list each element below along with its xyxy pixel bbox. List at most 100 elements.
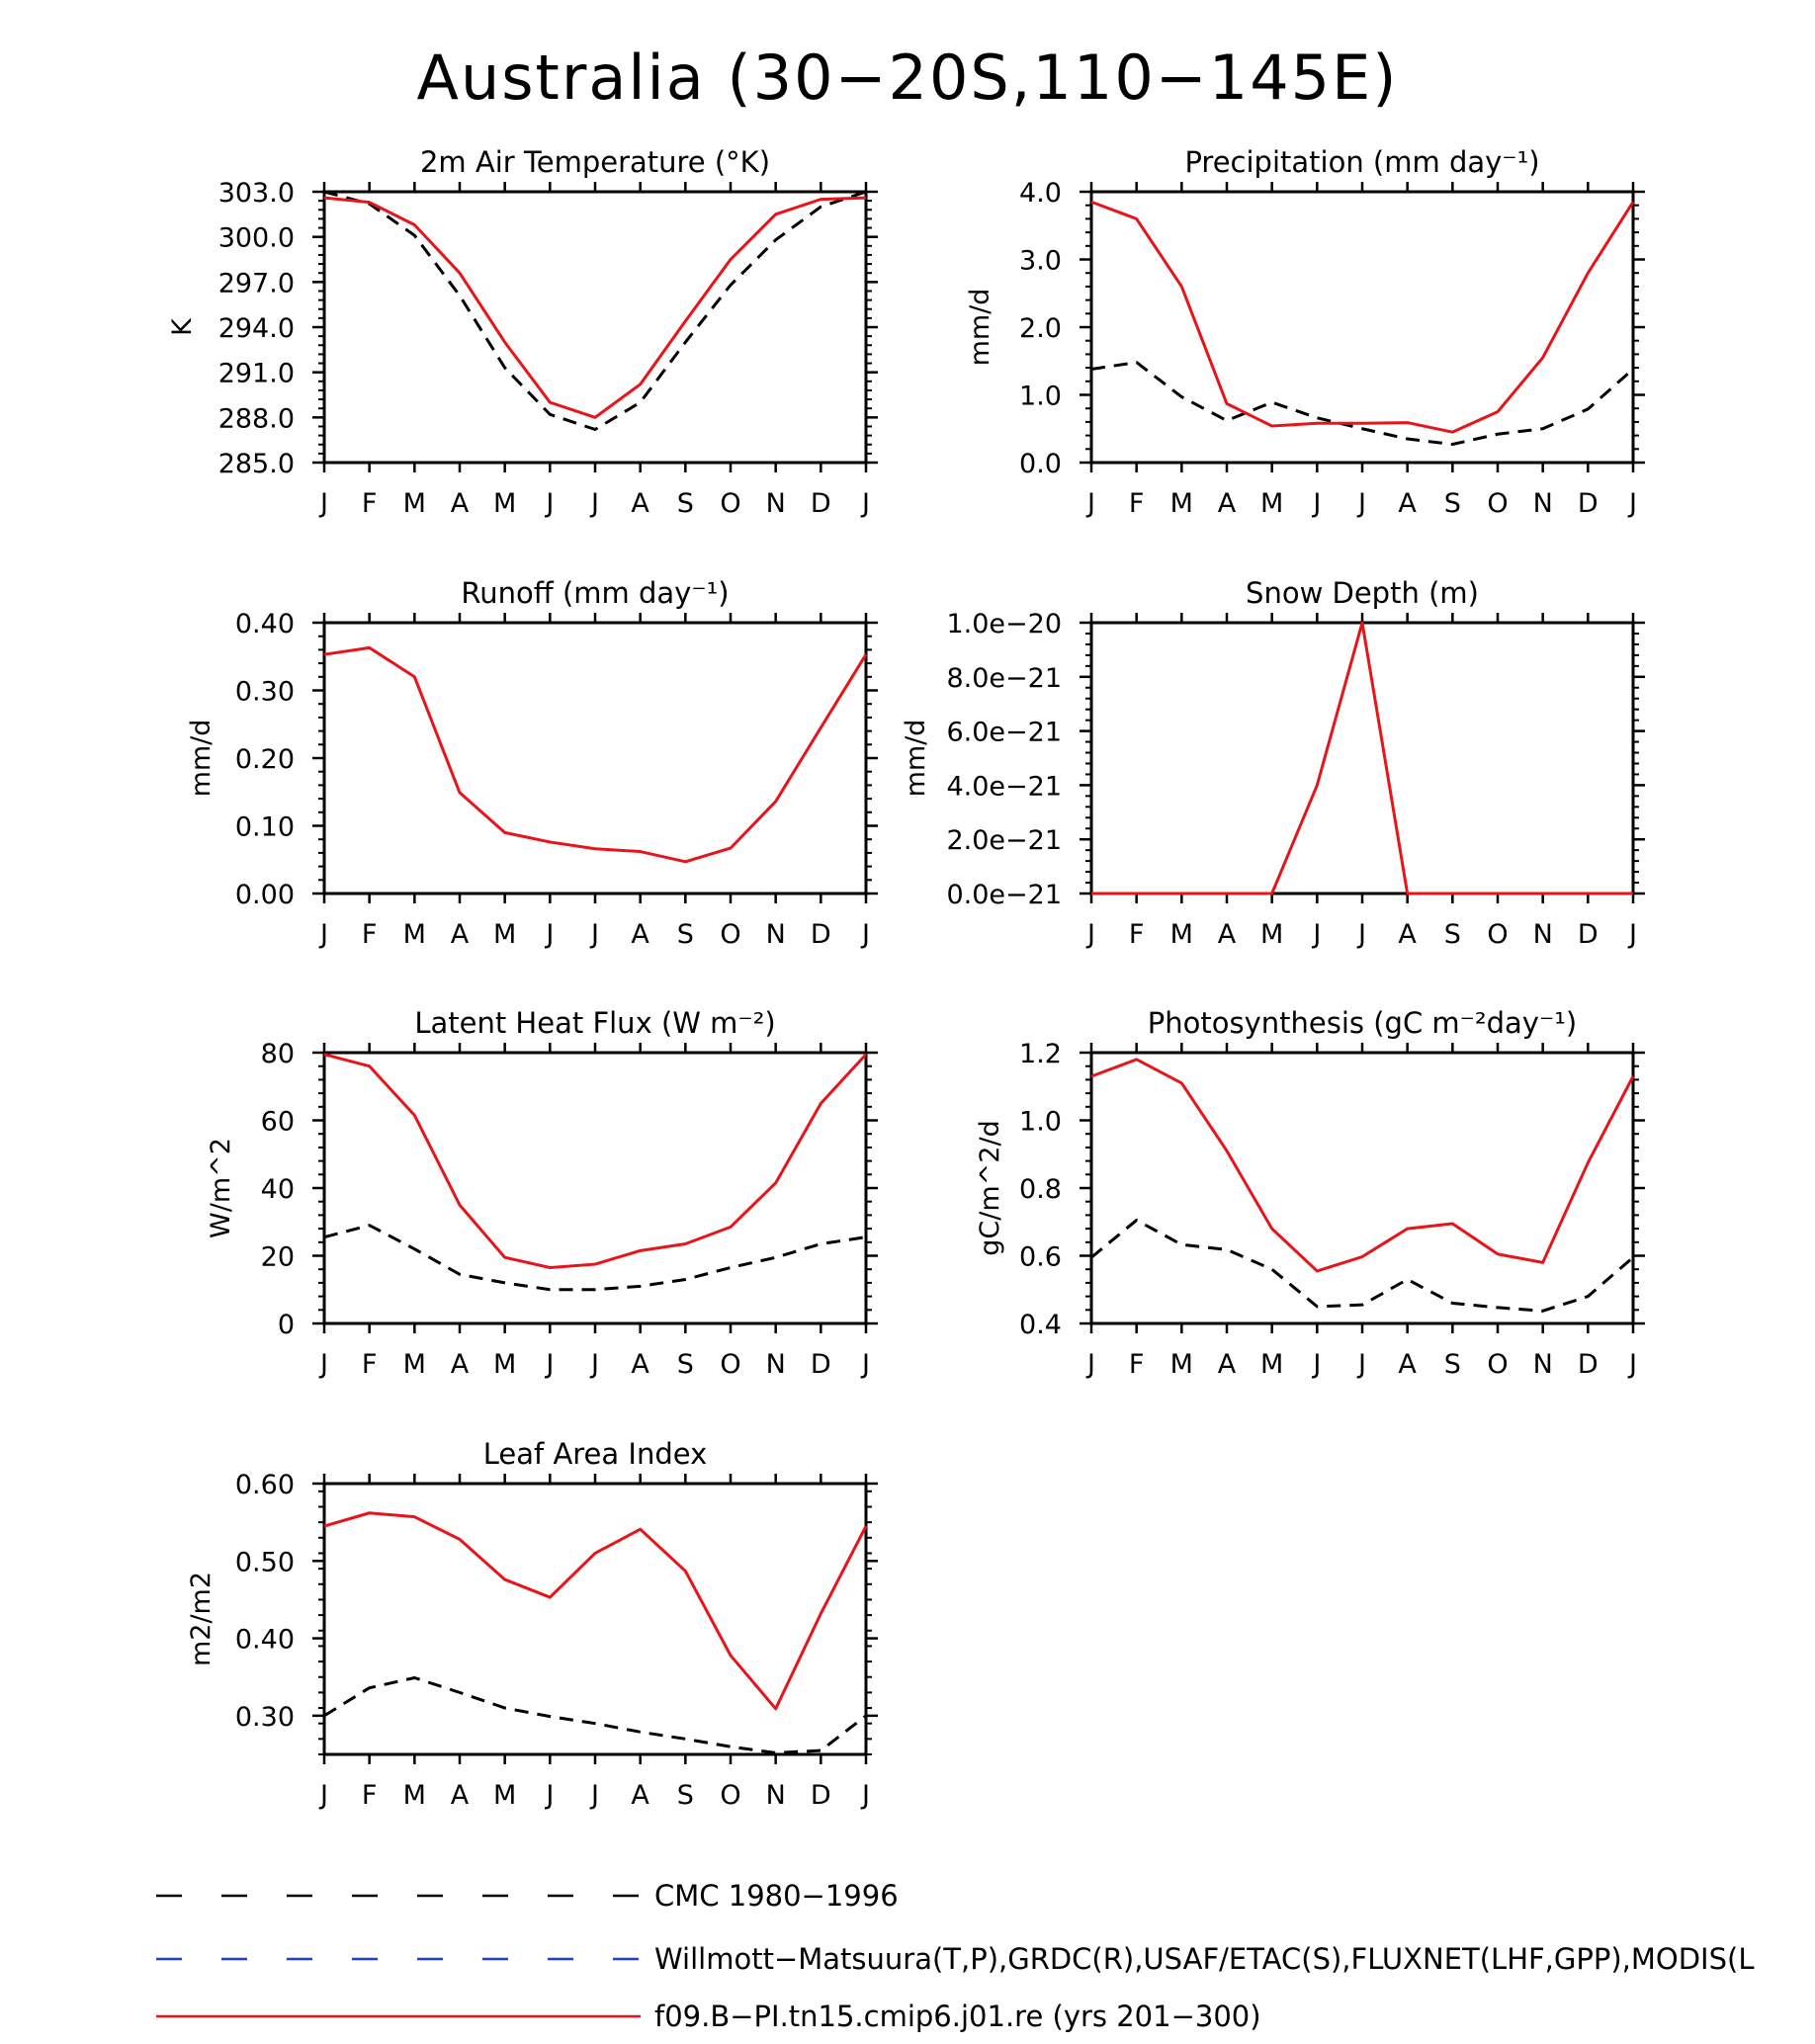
- y-tick-label: 300.0: [218, 223, 295, 254]
- x-tick-label: S: [677, 919, 694, 950]
- y-axis-label: m2/m2: [186, 1572, 216, 1666]
- y-axis-label: W/m^2: [206, 1138, 236, 1238]
- x-tick-label: J: [318, 1349, 328, 1380]
- x-tick-label: J: [318, 1780, 328, 1811]
- x-tick-label: O: [720, 1349, 740, 1380]
- chart-panel-5: J F M A M J J A S O N D J0.40.60.81.01.2Photosynthes…: [975, 1006, 1645, 1380]
- x-tick-label: S: [677, 1780, 694, 1811]
- y-tick-label: 0.0: [1019, 449, 1062, 479]
- y-tick-label: 1.0e−20: [946, 609, 1062, 639]
- x-tick-label: D: [811, 919, 831, 950]
- chart-panel-2: J F M A M J J A S O N D J0.000.100.200.300.40Runoff …: [186, 576, 878, 950]
- x-tick-label: F: [362, 919, 378, 950]
- x-tick-label: D: [1578, 1349, 1599, 1380]
- legend-label-obs2: Willmott−Matsuura(T,P),GRDC(R),USAF/ETAC…: [654, 1942, 1755, 1976]
- y-tick-label: 80: [261, 1039, 295, 1069]
- x-tick-label: M: [1260, 919, 1283, 950]
- x-tick-label: O: [720, 488, 740, 519]
- x-tick-label: A: [631, 919, 649, 950]
- x-tick-label: M: [493, 488, 516, 519]
- x-tick-label: O: [1487, 919, 1508, 950]
- x-tick-label: J: [589, 919, 599, 950]
- x-tick-label: A: [451, 1780, 470, 1811]
- y-tick-label: 1.0: [1019, 1107, 1062, 1138]
- chart-panel-0: J F M A M J J A S O N D J285.0288.0291.0294.0297.030…: [167, 145, 878, 519]
- panel-title: Photosynthesis (gC m⁻²day⁻¹): [1148, 1006, 1577, 1040]
- legend-label-obs: CMC 1980−1996: [654, 1879, 899, 1913]
- plot-frame: [322, 621, 868, 895]
- x-tick-label: J: [589, 1349, 599, 1380]
- y-tick-label: 2.0e−21: [946, 825, 1062, 856]
- x-tick-label: S: [677, 488, 694, 519]
- y-tick-label: 0.50: [235, 1547, 295, 1577]
- x-tick-label: J: [318, 488, 328, 519]
- y-tick-label: 0.20: [235, 744, 295, 775]
- x-tick-label: M: [403, 1349, 426, 1380]
- y-axis-label: mm/d: [901, 720, 931, 798]
- x-tick-label: N: [766, 919, 786, 950]
- y-tick-label: 2.0: [1019, 313, 1062, 344]
- x-tick-label: M: [493, 1780, 516, 1811]
- y-tick-label: 0.40: [235, 609, 295, 639]
- y-tick-label: 297.0: [218, 268, 295, 298]
- x-tick-label: A: [451, 1349, 470, 1380]
- x-tick-label: F: [1129, 919, 1145, 950]
- x-tick-label: J: [860, 488, 870, 519]
- y-tick-label: 288.0: [218, 403, 295, 434]
- model-series-line: [323, 1511, 868, 1711]
- x-tick-label: J: [1085, 1349, 1095, 1380]
- x-tick-label: N: [1533, 1349, 1553, 1380]
- y-tick-label: 3.0: [1019, 246, 1062, 277]
- y-tick-label: 1.0: [1019, 382, 1062, 412]
- x-tick-label: J: [589, 488, 599, 519]
- model-series-line: [323, 1053, 868, 1269]
- plot-frame: [322, 1051, 868, 1325]
- x-tick-label: O: [720, 919, 740, 950]
- y-tick-label: 60: [261, 1107, 295, 1138]
- x-tick-label: F: [1129, 488, 1145, 519]
- y-tick-label: 291.0: [218, 359, 295, 389]
- x-tick-label: J: [860, 919, 870, 950]
- y-axis-label: gC/m^2/d: [975, 1120, 1005, 1255]
- chart-panel-3: J F M A M J J A S O N D J0.0e−212.0e−214.0e−216.0e−2…: [901, 576, 1645, 950]
- x-tick-label: D: [1578, 488, 1599, 519]
- x-tick-label: M: [1170, 919, 1193, 950]
- y-tick-label: 0: [278, 1310, 295, 1340]
- plot-frame: [322, 1482, 868, 1756]
- x-tick-label: J: [544, 488, 554, 519]
- chart-panel-1: J F M A M J J A S O N D J0.01.02.03.04.0Precipitatio…: [965, 145, 1645, 519]
- x-tick-label: M: [1260, 488, 1283, 519]
- x-tick-label: J: [1311, 1349, 1321, 1380]
- x-tick-label: N: [766, 1349, 786, 1380]
- x-tick-label: A: [1218, 919, 1237, 950]
- y-tick-label: 0.60: [235, 1470, 295, 1500]
- x-tick-label: M: [1170, 488, 1193, 519]
- x-tick-label: A: [1398, 1349, 1417, 1380]
- y-tick-label: 0.00: [235, 880, 295, 910]
- y-tick-label: 0.30: [235, 677, 295, 708]
- x-tick-label: M: [403, 488, 426, 519]
- y-tick-label: 0.4: [1019, 1310, 1062, 1340]
- y-axis-label: K: [167, 317, 198, 336]
- plot-frame: [1089, 1051, 1635, 1325]
- y-tick-label: 4.0: [1019, 178, 1062, 209]
- x-tick-label: N: [1533, 919, 1553, 950]
- x-tick-label: J: [1311, 919, 1321, 950]
- x-tick-label: S: [677, 1349, 694, 1380]
- model-series-line: [1090, 200, 1635, 434]
- y-tick-label: 20: [261, 1242, 295, 1273]
- plot-frame: [1089, 621, 1635, 895]
- x-tick-label: J: [544, 1780, 554, 1811]
- x-tick-label: M: [493, 919, 516, 950]
- x-tick-label: J: [1627, 919, 1637, 950]
- x-tick-label: A: [451, 488, 470, 519]
- x-tick-label: F: [362, 1780, 378, 1811]
- x-tick-label: J: [1356, 919, 1366, 950]
- panel-title: Runoff (mm day⁻¹): [461, 576, 729, 610]
- model-series-line: [323, 645, 868, 864]
- obs-series-line: [1090, 361, 1634, 447]
- panels: J F M A M J J A S O N D J285.0288.0291.0294.0297.030…: [167, 145, 1645, 1811]
- x-tick-label: A: [631, 488, 649, 519]
